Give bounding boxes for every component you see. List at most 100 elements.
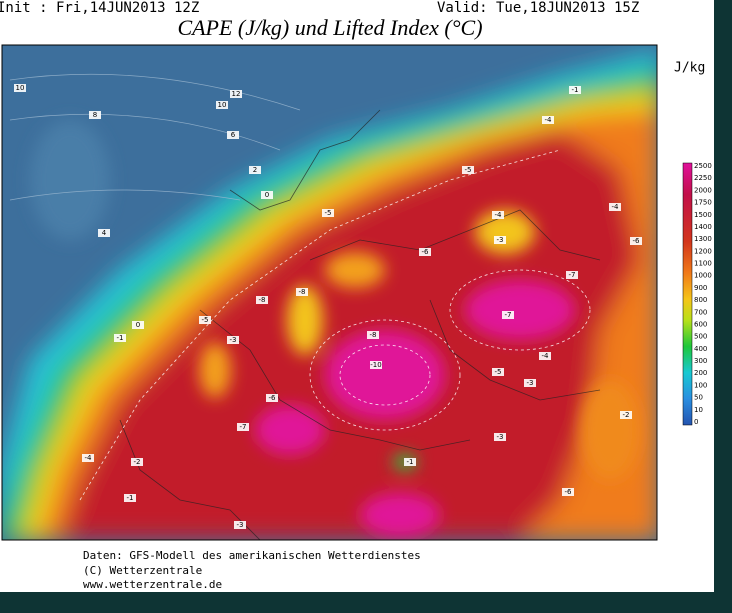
contour-label: -3: [497, 236, 504, 244]
contour-label-box: [249, 166, 261, 174]
contour-label: 0: [265, 191, 269, 199]
contour-label: 2: [253, 166, 257, 174]
colorbar-unit: J/kg: [674, 61, 705, 76]
footer-line: (C) Wetterzentrale: [83, 564, 202, 577]
contour-label-box: [462, 166, 474, 174]
contour-label: -8: [299, 288, 306, 296]
contour-label-box: [98, 229, 110, 237]
contour-label-box: [131, 458, 143, 466]
title: CAPE (J/kg) und Lifted Index (°C): [177, 15, 482, 40]
colorbar-label: 2500: [694, 162, 712, 170]
contour-label: -8: [259, 296, 266, 304]
contour-label-box: [609, 203, 621, 211]
contour-label-box: [492, 211, 504, 219]
contour-label: -7: [569, 271, 576, 279]
contour-label: 6: [231, 131, 236, 139]
contour-label-box: [322, 209, 334, 217]
contour-label-box: [404, 458, 416, 466]
contour-label-box: [620, 411, 632, 419]
contour-label: -4: [85, 454, 93, 462]
contour-label-box: [230, 90, 242, 98]
colorbar-label: 2250: [694, 174, 712, 182]
colorbar-label: 2000: [694, 186, 712, 194]
contour-label-box: [562, 488, 574, 496]
colorbar-label: 1100: [694, 260, 712, 268]
contour-label: -7: [240, 423, 247, 431]
contour-label-box: [630, 237, 642, 245]
contour-label: -3: [527, 379, 534, 387]
contour-label-box: [114, 334, 126, 342]
contour-label: 10: [218, 101, 227, 109]
contour-label-box: [14, 84, 26, 92]
contour-label-box: [124, 494, 136, 502]
contour-label-box: [569, 86, 581, 94]
footer-line: www.wetterzentrale.de: [83, 578, 222, 591]
contour-label: -3: [230, 336, 237, 344]
colorbar-label: 700: [694, 308, 707, 316]
contour-label: -1: [127, 494, 134, 502]
contour-label-box: [542, 116, 554, 124]
contour-label-box: [237, 423, 249, 431]
init-time: Init : Fri,14JUN2013 12Z: [0, 0, 199, 16]
colorbar-label: 100: [694, 381, 707, 389]
contour-label: -4: [612, 203, 620, 211]
colorbar-label: 1500: [694, 211, 712, 219]
colorbar-label: 1000: [694, 272, 712, 280]
colorbar-label: 50: [694, 394, 703, 402]
valid-time: Valid: Tue,18JUN2013 15Z: [437, 0, 639, 16]
colorbar-label: 1300: [694, 235, 712, 243]
contour-label-box: [370, 361, 382, 369]
contour-label-box: [524, 379, 536, 387]
contour-label: -10: [370, 361, 381, 369]
contour-label-box: [266, 394, 278, 402]
colorbar-label: 300: [694, 357, 707, 365]
contour-label-box: [494, 433, 506, 441]
colorbar-label: 600: [694, 320, 707, 328]
contour-label: 4: [102, 229, 107, 237]
contour-label: -4: [545, 116, 553, 124]
colorbar-label: 1750: [694, 199, 712, 207]
contour-label-box: [502, 311, 514, 319]
contour-label-box: [227, 131, 239, 139]
contour-label: -7: [505, 311, 512, 319]
contour-label: 12: [232, 90, 241, 98]
contour-label: -4: [542, 352, 550, 360]
contour-label: -3: [237, 521, 244, 529]
contour-label-box: [199, 316, 211, 324]
colorbar-label: 900: [694, 284, 707, 292]
contour-label-box: [494, 236, 506, 244]
contour-label: -6: [565, 488, 573, 496]
contour-label-box: [89, 111, 101, 119]
contour-label: -2: [134, 458, 141, 466]
contour-label-box: [256, 296, 268, 304]
contour-label-box: [367, 331, 379, 339]
contour-label-box: [227, 336, 239, 344]
contour-label-box: [566, 271, 578, 279]
contour-label: -5: [495, 368, 502, 376]
contour-label: -6: [422, 248, 430, 256]
contour-label: 10: [16, 84, 25, 92]
contour-label: -8: [370, 331, 377, 339]
contour-label: 0: [136, 321, 140, 329]
contour-label-box: [234, 521, 246, 529]
contour-label: -5: [202, 316, 209, 324]
map-frame: [1, 44, 658, 541]
contour-label: -1: [117, 334, 124, 342]
colorbar-label: 500: [694, 333, 707, 341]
contour-label-box: [419, 248, 431, 256]
colorbar-label: 200: [694, 369, 707, 377]
contour-label-box: [216, 101, 228, 109]
contour-label-box: [492, 368, 504, 376]
contour-label-box: [82, 454, 94, 462]
contour-label: -3: [497, 433, 504, 441]
contour-label-box: [261, 191, 273, 199]
contour-label: -2: [623, 411, 630, 419]
colorbar-label: 400: [694, 345, 707, 353]
contour-label: 8: [93, 111, 97, 119]
contour-label: -5: [325, 209, 332, 217]
contour-label: -5: [465, 166, 472, 174]
contour-label: -1: [407, 458, 414, 466]
footer-line: Daten: GFS-Modell des amerikanischen Wet…: [83, 549, 421, 562]
